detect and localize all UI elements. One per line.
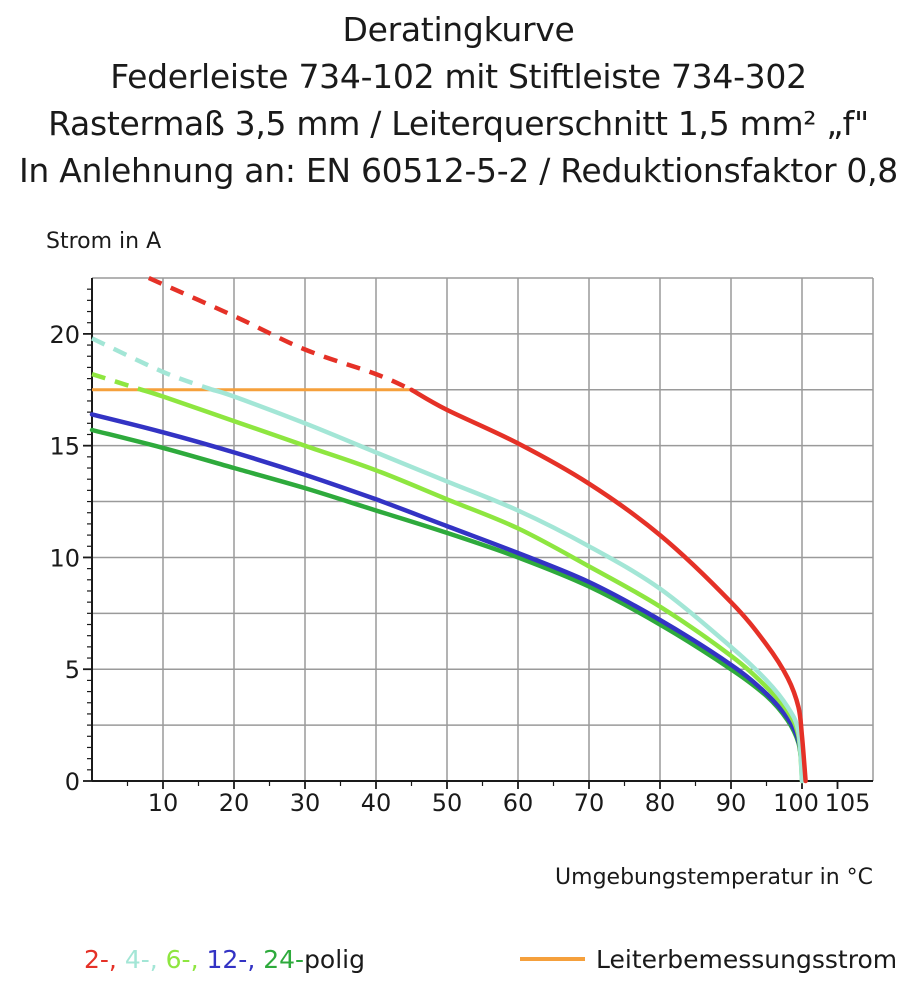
x-tick-label-70: 70 <box>574 789 605 817</box>
x-axis-title: Umgebungstemperatur in °C <box>555 865 873 890</box>
x-tick-label-20: 20 <box>219 789 250 817</box>
series-layer <box>89 275 808 784</box>
grid-layer <box>92 277 874 781</box>
legend-label-2-polig: 2-, <box>84 945 125 974</box>
chart-subtitle-standard: In Anlehnung an: EN 60512-5-2 / Reduktio… <box>19 151 898 190</box>
x-tick-label-100: 100 <box>773 789 819 817</box>
x-tick-label-105: 105 <box>825 789 871 817</box>
y-axis-title: Strom in A <box>46 229 161 254</box>
y-tick-label-20: 20 <box>49 321 80 349</box>
label-layer: 0 5 10 15 20 10 20 30 40 50 60 70 80 90 100 105 Strom in… <box>46 229 873 890</box>
y-tick-label-10: 10 <box>49 544 80 572</box>
legend-layer: 2-, 4-, 6-, 12-, 24-polig Leiterbemessung… <box>84 945 897 974</box>
series-4-polig-line <box>210 387 805 784</box>
x-tick-label-10: 10 <box>148 789 179 817</box>
x-tick-label-80: 80 <box>645 789 676 817</box>
chart-title-block: Deratingkurve Federleiste 734-102 mit St… <box>0 6 917 194</box>
chart-title: Deratingkurve <box>342 10 575 49</box>
y-tick-label-0: 0 <box>65 768 80 796</box>
series-2-polig-dashed <box>147 275 413 392</box>
x-tick-label-50: 50 <box>432 789 463 817</box>
legend-series-labels: 2-, 4-, 6-, 12-, 24-polig <box>84 945 365 974</box>
legend-suffix: polig <box>304 945 365 974</box>
x-tick-label-60: 60 <box>503 789 534 817</box>
y-tick-label-5: 5 <box>65 656 80 684</box>
x-tick-label-90: 90 <box>716 789 747 817</box>
legend-rated-label: Leiterbemessungsstrom <box>596 945 897 974</box>
legend-label-6-polig: 6-, <box>166 945 207 974</box>
series-2-polig-line <box>409 387 808 784</box>
x-tick-label-30: 30 <box>290 789 321 817</box>
legend-label-12-polig: 12-, <box>206 945 263 974</box>
x-tick-label-40: 40 <box>361 789 392 817</box>
legend-label-24-polig: 24- <box>263 945 304 974</box>
chart-subtitle-pitch: Rastermaß 3,5 mm / Leiterquerschnitt 1,5… <box>48 104 869 143</box>
axis-layer <box>83 278 873 789</box>
y-tick-label-15: 15 <box>49 433 80 461</box>
series-6-polig-dashed <box>91 371 143 392</box>
series-6-polig-line <box>139 387 805 784</box>
legend-label-4-polig: 4-, <box>125 945 166 974</box>
series-12-polig-line <box>89 412 805 773</box>
series-4-polig-dashed <box>91 336 214 392</box>
chart-subtitle-product: Federleiste 734-102 mit Stiftleiste 734-… <box>110 57 807 96</box>
